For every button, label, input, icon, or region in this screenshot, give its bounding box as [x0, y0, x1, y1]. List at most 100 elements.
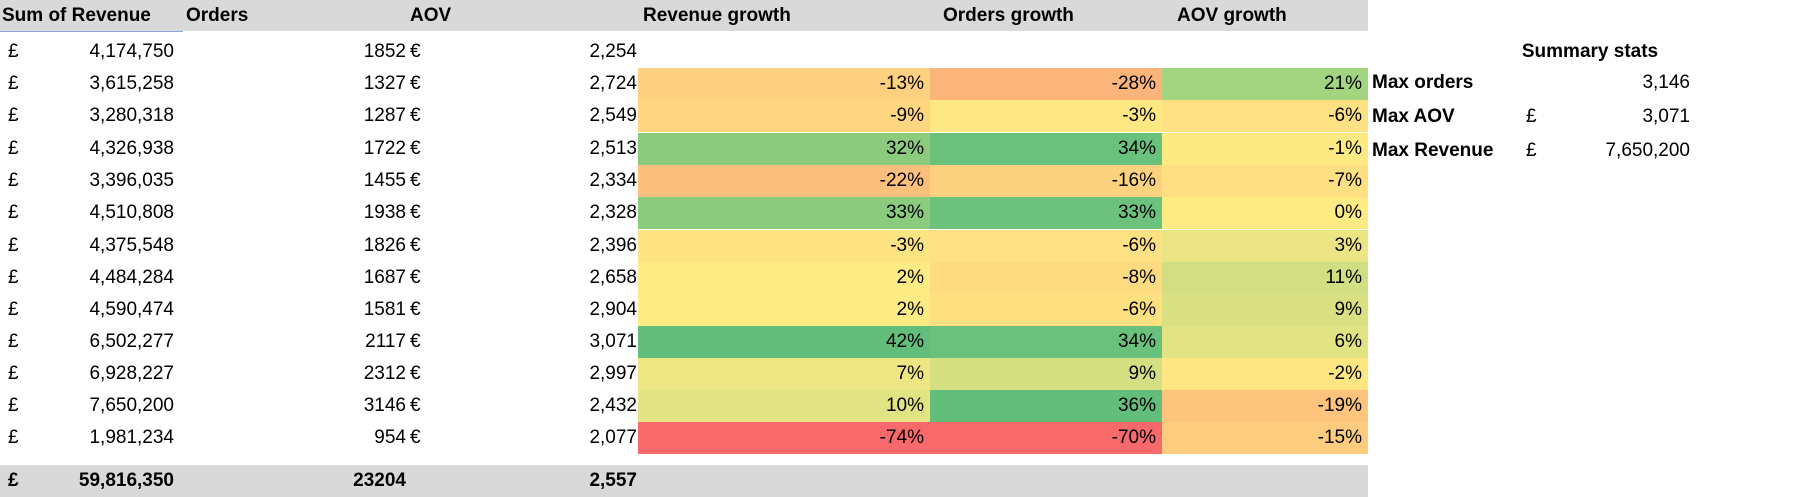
aov-cell[interactable]: 2,549	[589, 105, 637, 126]
currency-cell[interactable]: £	[8, 73, 19, 94]
aov-cell[interactable]: 2,334	[589, 170, 637, 191]
aov-currency-cell[interactable]: €	[410, 41, 421, 62]
orders-growth-cell[interactable]: 9%	[930, 358, 1162, 390]
aov-growth-cell[interactable]: 11%	[1162, 262, 1368, 294]
orders-growth-cell[interactable]: -8%	[930, 262, 1162, 294]
orders-cell[interactable]: 954	[374, 427, 406, 448]
revenue-growth-cell[interactable]: 33%	[638, 197, 930, 229]
aov-currency-cell[interactable]: €	[410, 73, 421, 94]
aov-currency-cell[interactable]: €	[410, 299, 421, 320]
aov-currency-cell[interactable]: €	[410, 363, 421, 384]
orders-growth-cell[interactable]	[930, 36, 1162, 68]
revenue-cell[interactable]: 4,326,938	[89, 138, 174, 159]
revenue-growth-cell[interactable]: -22%	[638, 165, 930, 197]
aov-cell[interactable]: 2,658	[589, 267, 637, 288]
aov-growth-cell[interactable]: 0%	[1162, 197, 1368, 229]
orders-cell[interactable]: 1826	[363, 235, 406, 256]
revenue-growth-cell[interactable]: -13%	[638, 68, 930, 100]
summary-row[interactable]: Max orders 3,146	[1370, 66, 1800, 100]
orders-cell[interactable]: 2312	[363, 363, 406, 384]
revenue-growth-cell[interactable]: 7%	[638, 358, 930, 390]
revenue-growth-cell[interactable]: 32%	[638, 133, 930, 165]
aov-growth-cell[interactable]: 9%	[1162, 294, 1368, 326]
currency-cell[interactable]: £	[8, 299, 19, 320]
orders-growth-cell[interactable]: 34%	[930, 133, 1162, 165]
revenue-growth-cell[interactable]: -74%	[638, 422, 930, 454]
aov-currency-cell[interactable]: €	[410, 138, 421, 159]
revenue-growth-cell[interactable]: -9%	[638, 100, 930, 132]
orders-growth-cell[interactable]: -6%	[930, 294, 1162, 326]
revenue-growth-cell[interactable]	[638, 36, 930, 68]
orders-growth-cell[interactable]: -70%	[930, 422, 1162, 454]
header-orders[interactable]: Orders	[186, 5, 249, 26]
aov-growth-cell[interactable]: -6%	[1162, 100, 1368, 132]
orders-growth-cell[interactable]: -28%	[930, 68, 1162, 100]
aov-currency-cell[interactable]: €	[410, 395, 421, 416]
currency-cell[interactable]: £	[8, 170, 19, 191]
orders-cell[interactable]: 1687	[363, 267, 406, 288]
aov-currency-cell[interactable]: €	[410, 427, 421, 448]
aov-growth-cell[interactable]: 21%	[1162, 68, 1368, 100]
revenue-growth-cell[interactable]: -3%	[638, 230, 930, 262]
revenue-growth-cell[interactable]: 42%	[638, 326, 930, 358]
currency-cell[interactable]: £	[8, 105, 19, 126]
aov-cell[interactable]: 2,077	[589, 427, 637, 448]
orders-cell[interactable]: 1852	[363, 41, 406, 62]
aov-cell[interactable]: 2,254	[589, 41, 637, 62]
header-revenue-growth[interactable]: Revenue growth	[643, 5, 791, 26]
currency-cell[interactable]: £	[8, 267, 19, 288]
currency-cell[interactable]: £	[8, 331, 19, 352]
orders-growth-cell[interactable]: -6%	[930, 230, 1162, 262]
orders-growth-cell[interactable]: 36%	[930, 390, 1162, 422]
aov-growth-cell[interactable]: -7%	[1162, 165, 1368, 197]
revenue-cell[interactable]: 6,928,227	[89, 363, 174, 384]
currency-cell[interactable]: £	[8, 138, 19, 159]
currency-cell[interactable]: £	[8, 202, 19, 223]
revenue-cell[interactable]: 4,590,474	[89, 299, 174, 320]
orders-cell[interactable]: 2117	[365, 331, 406, 352]
aov-cell[interactable]: 2,396	[589, 235, 637, 256]
revenue-growth-cell[interactable]: 2%	[638, 294, 930, 326]
revenue-cell[interactable]: 4,174,750	[89, 41, 174, 62]
aov-growth-cell[interactable]: -15%	[1162, 422, 1368, 454]
summary-row[interactable]: Max Revenue £ 7,650,200	[1370, 134, 1800, 168]
orders-growth-cell[interactable]: -16%	[930, 165, 1162, 197]
orders-cell[interactable]: 3146	[363, 395, 406, 416]
total-revenue[interactable]: 59,816,350	[78, 470, 174, 491]
aov-growth-cell[interactable]: -19%	[1162, 390, 1368, 422]
revenue-growth-cell[interactable]: 2%	[638, 262, 930, 294]
aov-currency-cell[interactable]: €	[410, 170, 421, 191]
currency-cell[interactable]: £	[8, 427, 19, 448]
total-aov[interactable]: 2,557	[589, 470, 637, 491]
aov-currency-cell[interactable]: €	[410, 235, 421, 256]
revenue-cell[interactable]: 6,502,277	[89, 331, 174, 352]
aov-cell[interactable]: 2,904	[589, 299, 637, 320]
orders-cell[interactable]: 1287	[363, 105, 406, 126]
revenue-cell[interactable]: 3,396,035	[89, 170, 174, 191]
aov-currency-cell[interactable]: €	[410, 105, 421, 126]
aov-cell[interactable]: 2,432	[589, 395, 637, 416]
aov-growth-cell[interactable]: 6%	[1162, 326, 1368, 358]
aov-currency-cell[interactable]: €	[410, 267, 421, 288]
revenue-cell[interactable]: 4,375,548	[89, 235, 174, 256]
summary-row[interactable]: Max AOV £ 3,071	[1370, 100, 1800, 134]
revenue-cell[interactable]: 3,615,258	[89, 73, 174, 94]
orders-cell[interactable]: 1938	[363, 202, 406, 223]
aov-growth-cell[interactable]	[1162, 36, 1368, 68]
revenue-cell[interactable]: 4,510,808	[89, 202, 174, 223]
aov-currency-cell[interactable]: €	[410, 331, 421, 352]
aov-cell[interactable]: 3,071	[589, 331, 637, 352]
header-revenue[interactable]: Sum of Revenue	[2, 5, 151, 26]
aov-growth-cell[interactable]: -2%	[1162, 358, 1368, 390]
aov-cell[interactable]: 2,513	[589, 138, 637, 159]
orders-growth-cell[interactable]: 33%	[930, 197, 1162, 229]
orders-growth-cell[interactable]: -3%	[930, 100, 1162, 132]
aov-currency-cell[interactable]: €	[410, 202, 421, 223]
aov-growth-cell[interactable]: 3%	[1162, 230, 1368, 262]
orders-cell[interactable]: 1722	[363, 138, 406, 159]
aov-growth-cell[interactable]: -1%	[1162, 133, 1368, 165]
currency-cell[interactable]: £	[8, 363, 19, 384]
orders-cell[interactable]: 1327	[363, 73, 406, 94]
orders-cell[interactable]: 1455	[363, 170, 406, 191]
header-aov[interactable]: AOV	[410, 5, 452, 26]
